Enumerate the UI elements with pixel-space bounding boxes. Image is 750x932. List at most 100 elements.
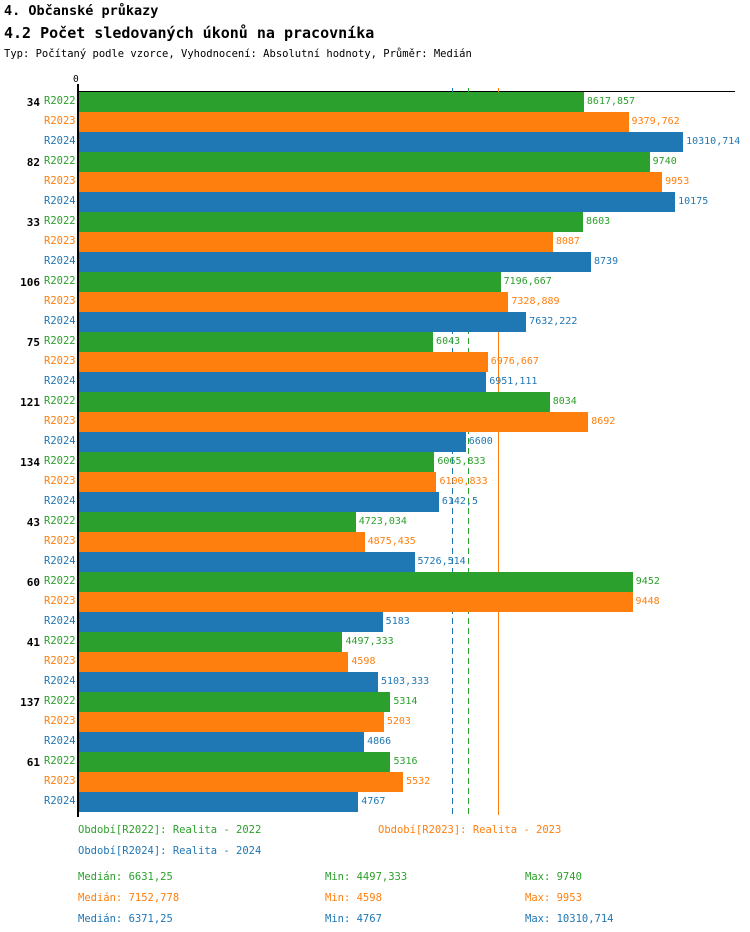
bar-r2023[interactable] (79, 471, 437, 492)
bar-value-label: 6065,833 (437, 456, 486, 467)
bar-row: R2023 9448 (0, 591, 750, 612)
bar-r2024[interactable] (79, 191, 676, 212)
group-label: 43 (26, 516, 40, 529)
bar-row: R2023 7328,889 (0, 291, 750, 312)
bar-r2024[interactable] (79, 311, 527, 332)
bar-value-label: 6951,111 (489, 375, 538, 387)
bar-r2024[interactable] (79, 611, 383, 632)
bar-r2022[interactable] (79, 92, 584, 112)
series-row-label: R2022 (44, 95, 76, 107)
series-row-label: R2024 (44, 614, 76, 627)
bar-value-label: 8692 (591, 415, 616, 427)
series-row-label: R2023 (44, 534, 76, 547)
legend-series-1: Období[R2022]: Realita - 2022 (78, 824, 262, 836)
bar-r2023[interactable] (79, 771, 404, 792)
group-label: 33 (26, 216, 40, 229)
bar-r2023[interactable] (79, 291, 509, 312)
bar-r2022[interactable] (79, 332, 434, 352)
bar-value-label: 5314 (393, 696, 418, 707)
bar-value-label: 9379,762 (631, 115, 680, 127)
bar-row: R2024 5183 (0, 611, 750, 632)
bar-row: R2022 4497,333 (0, 632, 750, 652)
series-row-label: R2022 (44, 395, 76, 407)
axis-top-line (78, 91, 735, 92)
bar-row: R2023 4875,435 (0, 531, 750, 552)
legend-series-2: Období[R2023]: Realita - 2023 (378, 824, 562, 836)
bar-r2023[interactable] (79, 651, 349, 672)
bar-r2023[interactable] (79, 351, 488, 372)
series-row-label: R2022 (44, 335, 76, 347)
series-row-label: R2023 (44, 414, 76, 427)
legend-stat-min-3: Min: 4767 (325, 913, 382, 925)
bar-r2024[interactable] (79, 131, 684, 152)
bar-r2023[interactable] (79, 111, 629, 132)
bar-r2022[interactable] (79, 632, 343, 652)
bar-row: R2023 8692 (0, 411, 750, 432)
bar-r2023[interactable] (79, 231, 553, 252)
page-title: 4. Občanské průkazy (4, 3, 159, 19)
chart-subtitle: Typ: Počítaný podle vzorce, Vyhodnocení:… (4, 48, 472, 60)
bar-row: R2024 10310,714 (0, 131, 750, 152)
group-label: 75 (26, 336, 40, 349)
bar-r2024[interactable] (79, 491, 439, 512)
bar-r2024[interactable] (79, 371, 487, 392)
group-label: 106 (20, 276, 40, 289)
bar-r2023[interactable] (79, 591, 633, 612)
median-line-r2022 (467, 88, 469, 815)
group-label: 61 (26, 756, 40, 769)
bar-r2022[interactable] (79, 572, 633, 592)
bar-r2023[interactable] (79, 531, 365, 552)
group-label: 82 (26, 156, 40, 169)
bar-r2024[interactable] (79, 551, 415, 572)
bar-row: R2024 4767 (0, 791, 750, 812)
bar-r2024[interactable] (79, 791, 359, 812)
bar-r2023[interactable] (79, 171, 663, 192)
legend-stat-min-2: Min: 4598 (325, 892, 382, 904)
bar-r2022[interactable] (79, 392, 550, 412)
series-row-label: R2023 (44, 474, 76, 487)
bar-r2023[interactable] (79, 411, 589, 432)
series-row-label: R2024 (44, 494, 76, 507)
series-row-label: R2022 (44, 515, 76, 527)
bar-value-label: 9452 (635, 576, 660, 587)
bar-r2024[interactable] (79, 731, 365, 752)
series-row-label: R2023 (44, 234, 76, 247)
bar-value-label: 6976,667 (490, 355, 539, 367)
bar-value-label: 4767 (361, 795, 386, 807)
bar-r2022[interactable] (79, 152, 650, 172)
series-row-label: R2023 (44, 654, 76, 667)
group-label: 41 (26, 636, 40, 649)
bar-r2022[interactable] (79, 452, 435, 472)
series-row-label: R2024 (44, 554, 76, 567)
bar-value-label: 5316 (393, 756, 418, 767)
bar-r2023[interactable] (79, 711, 384, 732)
bar-r2022[interactable] (79, 212, 584, 232)
bar-row: R2023 9379,762 (0, 111, 750, 132)
bar-r2022[interactable] (79, 752, 391, 772)
bar-r2024[interactable] (79, 431, 466, 452)
bar-value-label: 5726,514 (417, 555, 466, 567)
series-row-label: R2024 (44, 134, 76, 147)
bar-value-label: 4875,435 (367, 535, 416, 547)
bar-row: R2022 7196,667 (0, 272, 750, 292)
group-label: 134 (20, 456, 40, 469)
bar-r2022[interactable] (79, 512, 356, 532)
bar-value-label: 6043 (436, 336, 461, 347)
bar-row: R2022 5316 (0, 752, 750, 772)
series-row-label: R2022 (44, 155, 76, 167)
bar-row: R2024 7632,222 (0, 311, 750, 332)
bar-r2024[interactable] (79, 671, 378, 692)
bar-row: R2022 6043 (0, 332, 750, 352)
bar-r2022[interactable] (79, 272, 501, 292)
bar-r2024[interactable] (79, 251, 592, 272)
series-row-label: R2022 (44, 635, 76, 647)
bar-r2022[interactable] (79, 692, 391, 712)
bar-value-label: 10175 (678, 195, 709, 207)
bar-row: R2022 4723,034 (0, 512, 750, 532)
bar-value-label: 4598 (351, 655, 376, 667)
group-label: 121 (20, 396, 40, 409)
bar-row: R2024 4866 (0, 731, 750, 752)
bar-value-label: 5103,333 (381, 675, 430, 687)
bar-row: R2023 6976,667 (0, 351, 750, 372)
